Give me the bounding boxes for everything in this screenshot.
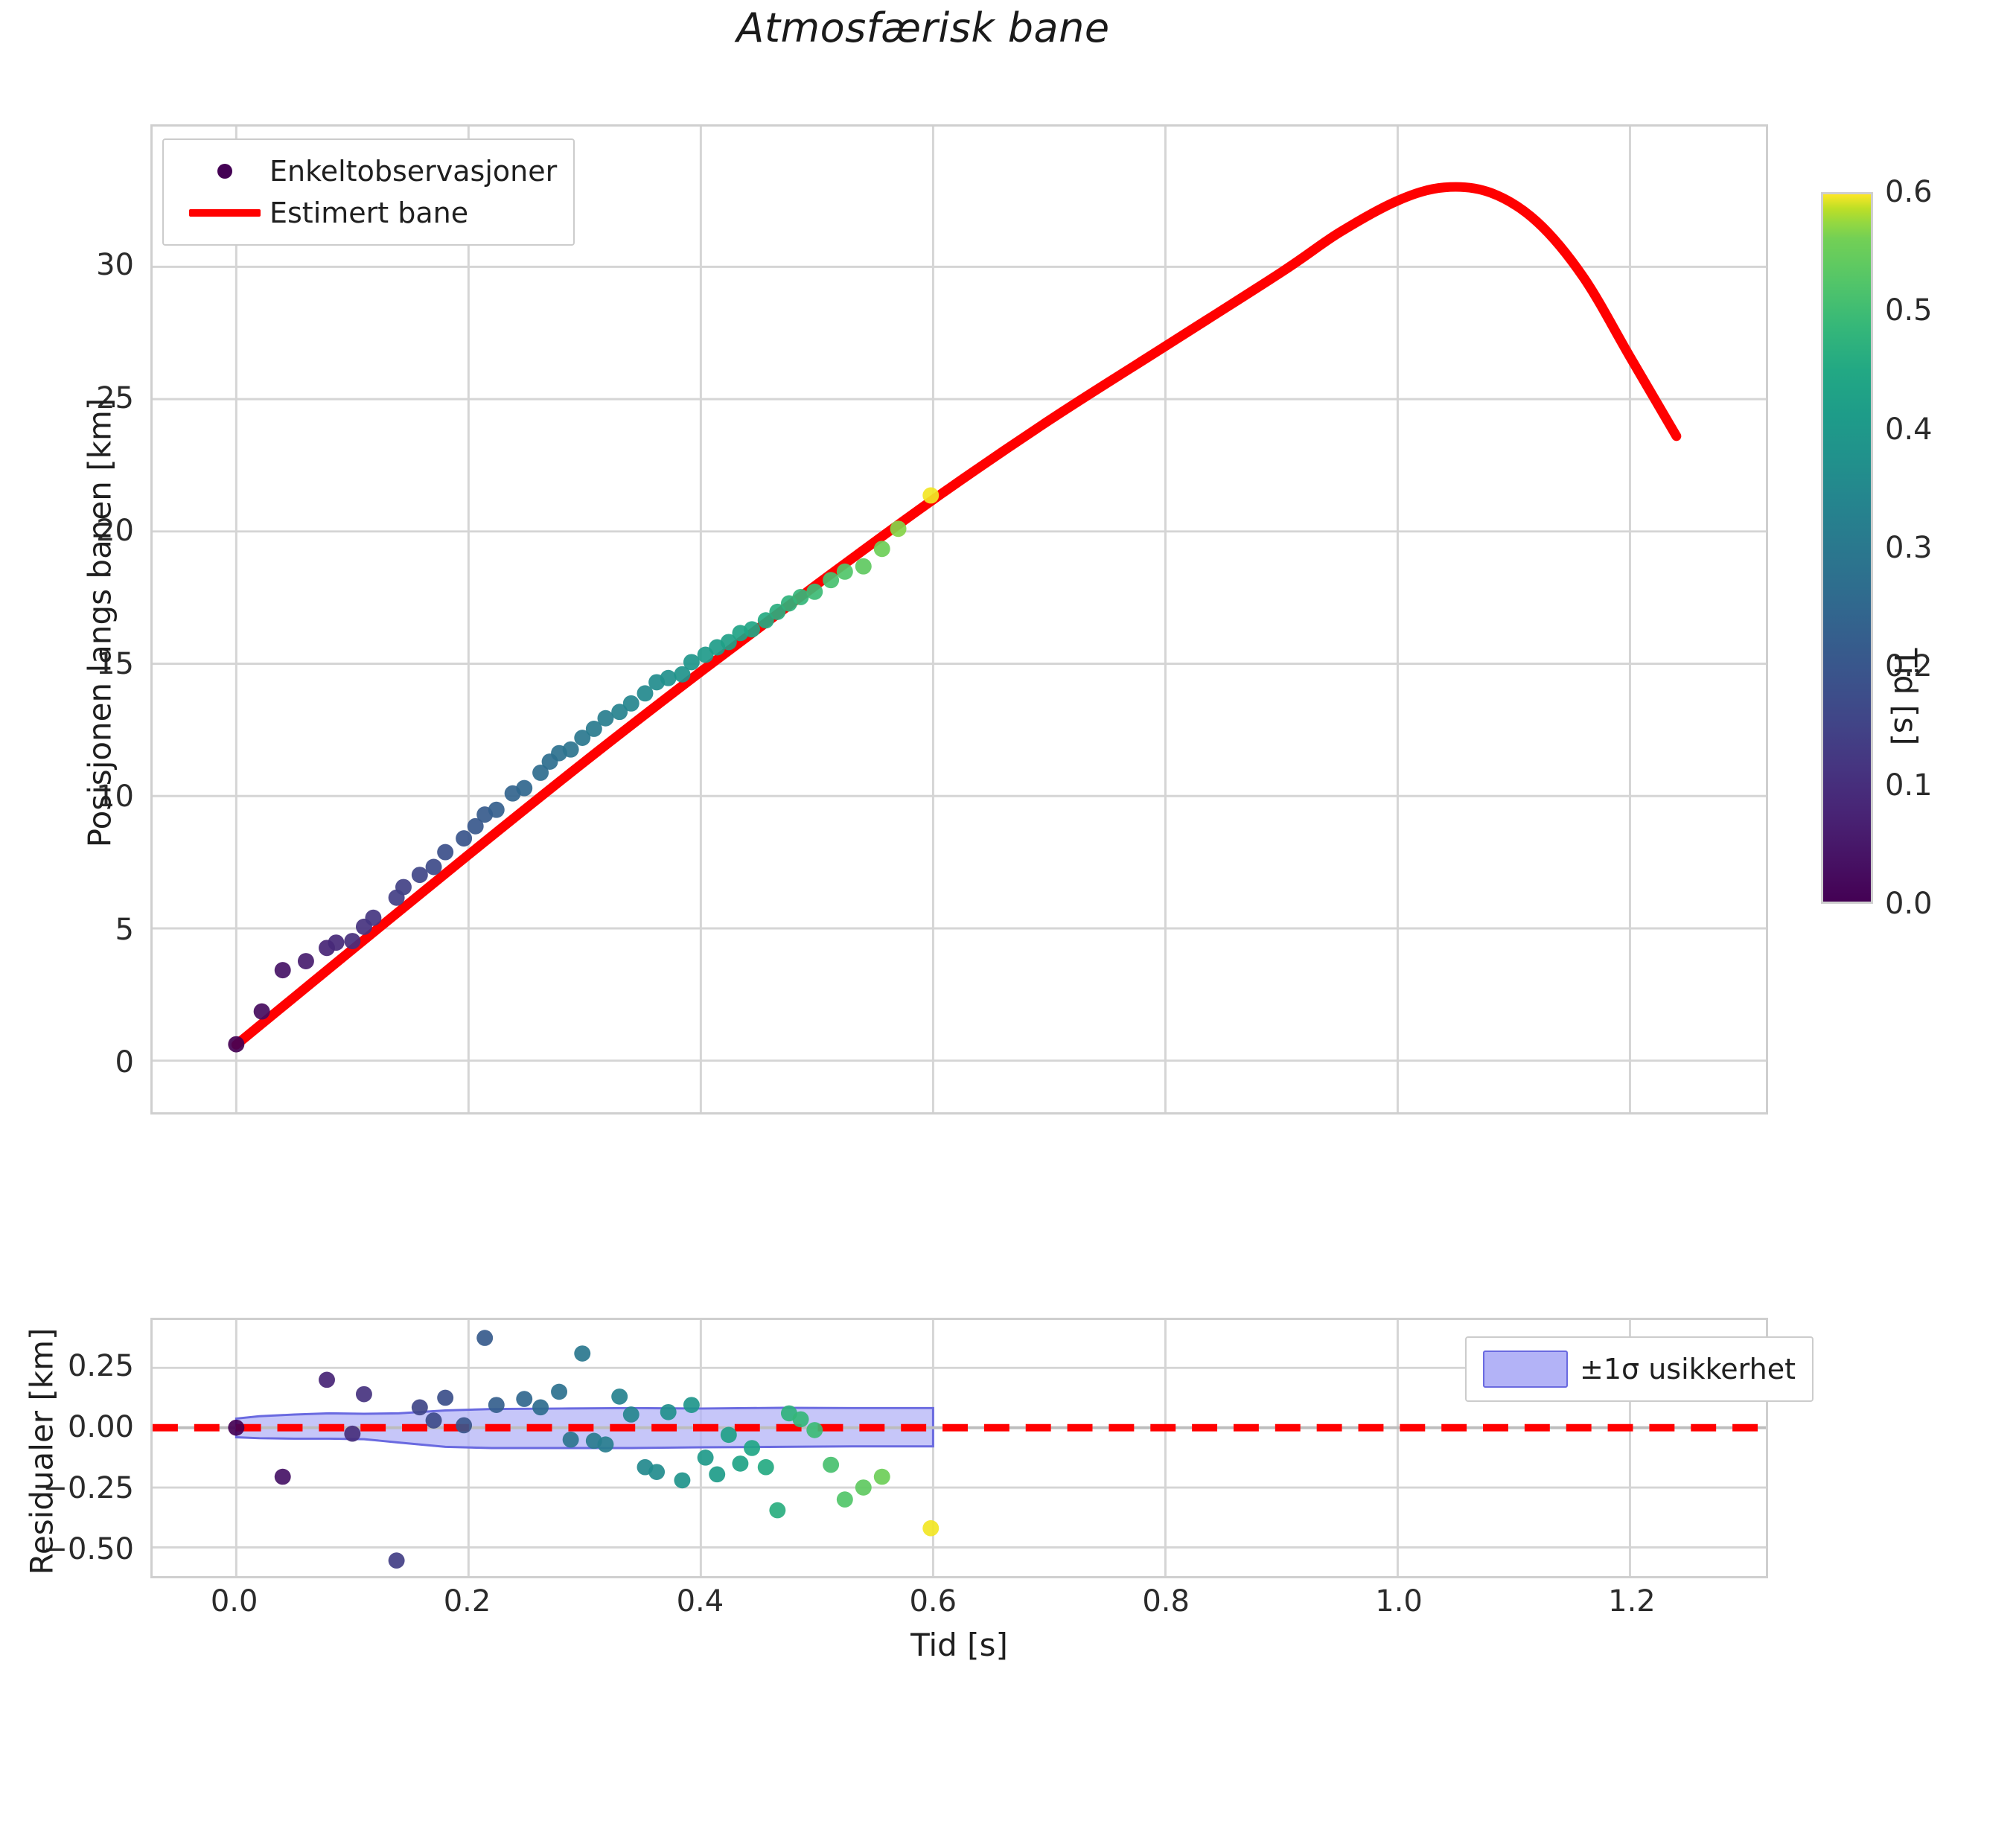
residual-y-tick-2: −0.25 — [42, 1470, 134, 1505]
residual-plot-canvas — [153, 1320, 1766, 1576]
x-tick-0: 0.0 — [210, 1584, 258, 1619]
colorbar-tick-6: 0.6 — [1885, 175, 1933, 209]
x-tick-5: 1.0 — [1375, 1584, 1423, 1619]
x-axis-label: Tid [s] — [910, 1627, 1008, 1663]
colorbar-tick-1: 0.1 — [1885, 768, 1933, 803]
legend-entry-uncertainty: ±1σ usikkerhet — [1483, 1348, 1796, 1390]
colorbar-tick-5: 0.5 — [1885, 293, 1933, 328]
colorbar-label: Tid [s] — [1887, 648, 1924, 746]
colorbar-tick-3: 0.3 — [1885, 531, 1933, 565]
x-tick-6: 1.2 — [1608, 1584, 1656, 1619]
page-title: Atmosfærisk bane — [736, 4, 1110, 51]
main-y-tick-labels: 0 5 10 15 20 25 30 — [15, 124, 134, 1115]
main-y-tick-2: 10 — [96, 779, 134, 814]
residual-y-tick-3: −0.50 — [42, 1531, 134, 1566]
main-plot-canvas — [153, 127, 1766, 1112]
residual-y-axis-label: Residualer [km] — [23, 1327, 60, 1575]
main-plot-legend: Enkeltobservasjoner Estimert bane — [162, 138, 575, 246]
x-tick-4: 0.8 — [1142, 1584, 1190, 1619]
colorbar-gradient — [1821, 192, 1873, 904]
x-tick-3: 0.6 — [909, 1584, 957, 1619]
residual-y-tick-1: 0.00 — [67, 1410, 134, 1445]
colorbar-container: 0.0 0.1 0.2 0.3 0.4 0.5 0.6 — [1821, 175, 1933, 921]
legend-entry-estimated-path: Estimert bane — [180, 192, 557, 234]
line-swatch-icon — [180, 209, 269, 217]
residual-y-tick-labels: 0.25 0.00 −0.25 −0.50 — [15, 1318, 134, 1578]
colorbar-tick-4: 0.4 — [1885, 412, 1933, 447]
main-y-tick-0: 0 — [115, 1045, 134, 1080]
legend-label-uncertainty: ±1σ usikkerhet — [1580, 1353, 1796, 1385]
colorbar-tick-2: 0.2 — [1885, 649, 1933, 684]
residual-plot-legend: ±1σ usikkerhet — [1465, 1336, 1814, 1402]
x-tick-1: 0.2 — [443, 1584, 491, 1619]
main-plot-axes — [150, 124, 1768, 1115]
scatter-point-icon — [180, 164, 269, 179]
legend-label-estimated-path: Estimert bane — [269, 197, 469, 229]
x-tick-2: 0.4 — [676, 1584, 724, 1619]
main-y-tick-4: 20 — [96, 514, 134, 549]
main-y-tick-1: 5 — [115, 912, 134, 947]
legend-entry-observations: Enkeltobservasjoner — [180, 150, 557, 192]
legend-label-observations: Enkeltobservasjoner — [269, 155, 558, 188]
main-y-axis-label: Posisjonen langs banen [km] — [81, 398, 118, 848]
band-swatch-icon — [1483, 1351, 1580, 1388]
main-y-tick-5: 25 — [96, 380, 134, 415]
residual-y-tick-0: 0.25 — [67, 1349, 134, 1384]
x-tick-labels: 0.0 0.2 0.4 0.6 0.8 1.0 1.2 — [150, 1584, 1768, 1621]
main-y-tick-3: 15 — [96, 646, 134, 681]
figure-canvas: Atmosfærisk bane 0 5 10 15 20 25 30 Posisjonen… — [15, 4, 1933, 1663]
colorbar-tick-0: 0.0 — [1885, 887, 1933, 921]
main-y-tick-6: 30 — [96, 248, 134, 283]
